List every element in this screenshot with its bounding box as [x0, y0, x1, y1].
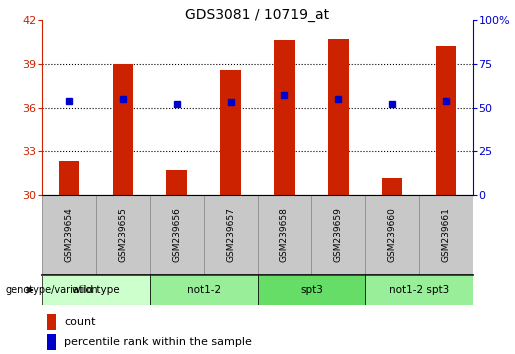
- Bar: [42, 275, 150, 305]
- Bar: [150, 195, 203, 275]
- Bar: [59, 161, 79, 195]
- Text: not1-2: not1-2: [186, 285, 221, 295]
- Bar: [274, 40, 295, 195]
- Text: wild type: wild type: [72, 285, 119, 295]
- Bar: [47, 334, 57, 350]
- Text: genotype/variation: genotype/variation: [5, 285, 98, 295]
- Text: spt3: spt3: [300, 285, 323, 295]
- Bar: [365, 275, 473, 305]
- Bar: [328, 39, 349, 195]
- Text: GSM239655: GSM239655: [118, 207, 127, 262]
- Bar: [312, 195, 365, 275]
- Bar: [150, 275, 258, 305]
- Bar: [365, 195, 419, 275]
- Bar: [166, 170, 187, 195]
- Bar: [113, 64, 133, 195]
- Bar: [419, 195, 473, 275]
- Text: GSM239654: GSM239654: [64, 208, 74, 262]
- Bar: [382, 177, 402, 195]
- Text: GSM239661: GSM239661: [441, 207, 451, 262]
- Bar: [258, 195, 312, 275]
- Bar: [258, 275, 365, 305]
- Text: not1-2 spt3: not1-2 spt3: [389, 285, 449, 295]
- Text: GSM239656: GSM239656: [172, 207, 181, 262]
- Bar: [47, 314, 57, 330]
- Bar: [436, 46, 456, 195]
- Text: GSM239660: GSM239660: [388, 207, 397, 262]
- Text: count: count: [64, 317, 96, 327]
- Bar: [42, 195, 96, 275]
- Text: GSM239659: GSM239659: [334, 207, 343, 262]
- Text: GSM239657: GSM239657: [226, 207, 235, 262]
- Text: GSM239658: GSM239658: [280, 207, 289, 262]
- Text: percentile rank within the sample: percentile rank within the sample: [64, 337, 252, 347]
- Bar: [96, 195, 150, 275]
- Bar: [220, 70, 241, 195]
- Text: GDS3081 / 10719_at: GDS3081 / 10719_at: [185, 8, 330, 22]
- Bar: [203, 195, 258, 275]
